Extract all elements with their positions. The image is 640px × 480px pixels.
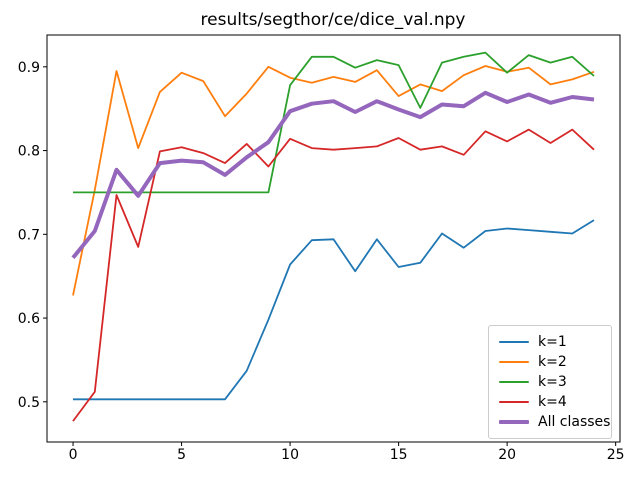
y-axis-tick-label: 0.9	[18, 60, 40, 76]
series-line-all-classes	[71, 90, 595, 260]
legend-line-sample-k-1	[499, 341, 529, 343]
plot-border	[46, 34, 621, 443]
legend-line-sample-k-3	[499, 381, 529, 383]
x-axis-tick-label: 20	[498, 447, 516, 463]
legend-label-all-classes: All classes	[538, 414, 611, 430]
x-axis-tick-label: 5	[177, 447, 186, 463]
x-axis-tick-label: 25	[607, 447, 625, 463]
x-axis-tick-label: 10	[281, 447, 299, 463]
legend-line-sample-k-4	[499, 401, 529, 403]
legend-item-k-2: k=2	[499, 352, 607, 372]
y-axis-tick-label: 0.6	[18, 311, 40, 327]
legend-line-sample-k-2	[499, 361, 529, 363]
legend-item-k-3: k=3	[499, 372, 607, 392]
x-axis-tick-label: 0	[69, 447, 78, 463]
y-axis-tick-label: 0.8	[18, 144, 40, 160]
y-axis-tick-label: 0.7	[18, 227, 40, 243]
legend-item-k-4: k=4	[499, 392, 607, 412]
legend: k=1 k=2 k=3 k=4 All classes	[488, 325, 612, 439]
plot-area: 0 5 10 15 20 25 0.5 0.6 0.7 0.8 0.9	[18, 34, 625, 463]
series-line-k-4	[72, 128, 595, 422]
x-axis-tick-label: 15	[390, 447, 408, 463]
series-line-k-3	[73, 51, 595, 194]
series-line-k-1	[73, 219, 595, 401]
legend-line-sample-all-classes	[499, 420, 529, 424]
chart-title: results/segthor/ce/dice_val.npy	[201, 10, 466, 30]
legend-label-k-2: k=2	[538, 354, 567, 370]
legend-label-k-1: k=1	[538, 334, 567, 350]
legend-item-k-1: k=1	[499, 332, 607, 352]
legend-label-k-4: k=4	[538, 394, 567, 410]
legend-label-k-3: k=3	[538, 374, 567, 390]
legend-item-all-classes: All classes	[499, 412, 611, 432]
y-axis-tick-label: 0.5	[18, 395, 40, 411]
